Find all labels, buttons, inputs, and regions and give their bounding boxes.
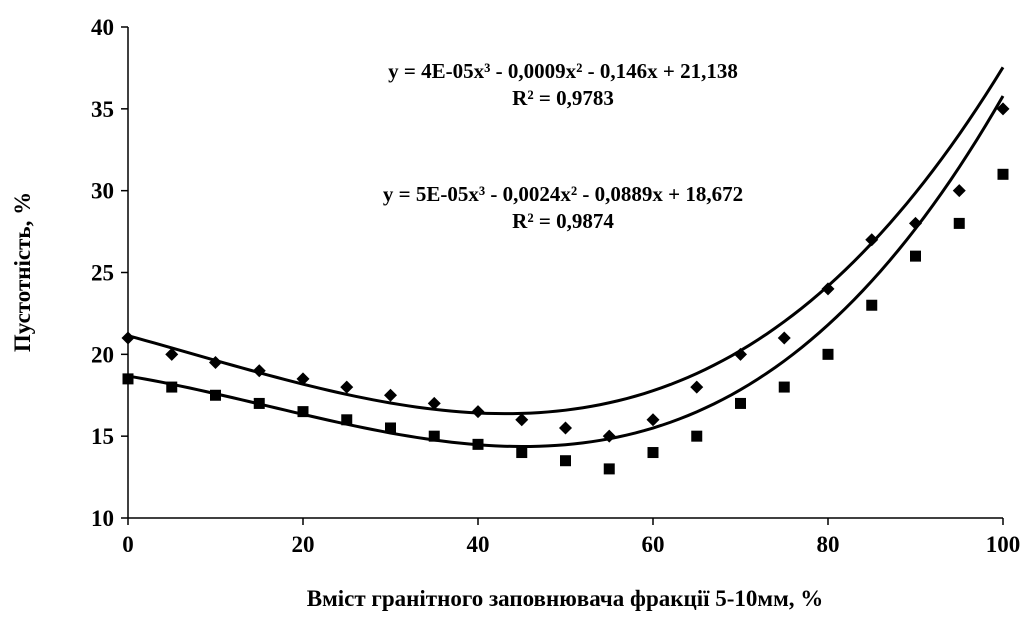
equation-upper: y = 4E-05x³ - 0,0009x² - 0,146x + 21,138: [388, 59, 738, 83]
data-point-square: [603, 463, 615, 475]
data-point-square: [428, 430, 440, 442]
data-point-square: [822, 348, 834, 360]
data-point-square: [341, 414, 353, 426]
data-point-diamond: [996, 102, 1010, 116]
x-tick-label: 20: [292, 532, 315, 557]
y-tick-label: 35: [91, 97, 114, 122]
data-point-diamond: [427, 396, 441, 410]
data-point-square: [735, 397, 746, 409]
data-point-diamond: [734, 347, 747, 361]
y-tick-label: 20: [91, 342, 114, 367]
data-point-square: [691, 430, 703, 442]
x-tick-label: 40: [467, 532, 490, 557]
data-point-diamond: [777, 331, 791, 345]
x-tick-label: 100: [986, 532, 1021, 557]
data-point-diamond: [821, 282, 835, 296]
x-tick-label: 0: [122, 532, 134, 557]
data-point-square: [253, 397, 265, 409]
trendline-1: [127, 66, 1005, 416]
data-point-square: [385, 422, 396, 434]
data-point-diamond: [952, 184, 966, 198]
data-point-diamond: [602, 429, 616, 443]
data-point-square: [166, 381, 178, 393]
data-point-diamond: [909, 216, 922, 230]
data-point-diamond: [165, 347, 179, 361]
data-point-diamond: [471, 405, 485, 419]
x-ticks: 0 20 40 60 80 100: [122, 518, 1020, 557]
r2-lower: R² = 0,9874: [512, 209, 614, 233]
y-tick-label: 15: [91, 424, 114, 449]
data-point-diamond: [865, 233, 879, 247]
data-point-square: [953, 217, 965, 229]
equation-lower: y = 5E-05x³ - 0,0024x² - 0,0889x + 18,67…: [383, 182, 743, 206]
x-axis-label: Вміст гранітного заповнювача фракції 5-1…: [307, 586, 824, 611]
x-tick-label: 60: [642, 532, 665, 557]
trendline-2: [127, 95, 1005, 449]
y-ticks: 10 15 20 25 30 35 40: [91, 15, 128, 531]
y-tick-label: 10: [91, 506, 114, 531]
data-point-diamond: [690, 380, 704, 394]
data-point-square: [997, 168, 1009, 180]
r2-upper: R² = 0,9783: [512, 86, 614, 110]
data-point-diamond: [296, 372, 310, 386]
data-point-diamond: [209, 356, 222, 370]
y-tick-label: 25: [91, 261, 114, 286]
data-point-square: [472, 438, 484, 450]
data-point-diamond: [340, 380, 354, 394]
data-point-square: [560, 455, 571, 467]
data-point-square: [516, 447, 528, 459]
plot-area: [121, 66, 1010, 475]
data-point-square: [647, 447, 659, 459]
data-point-diamond: [646, 413, 660, 427]
data-point-square: [297, 406, 309, 418]
data-point-diamond: [252, 364, 266, 378]
data-point-square: [210, 389, 221, 401]
markers: [121, 102, 1010, 475]
y-axis-label: Пустотність, %: [10, 192, 35, 352]
data-point-diamond: [384, 388, 397, 402]
data-point-diamond: [559, 421, 572, 435]
y-tick-label: 30: [91, 179, 114, 204]
y-tick-label: 40: [91, 15, 114, 40]
data-point-square: [866, 299, 878, 311]
x-tick-label: 80: [817, 532, 840, 557]
data-point-square: [778, 381, 790, 393]
trendlines: [127, 66, 1005, 449]
data-point-diamond: [515, 413, 529, 427]
data-point-square: [910, 250, 921, 262]
